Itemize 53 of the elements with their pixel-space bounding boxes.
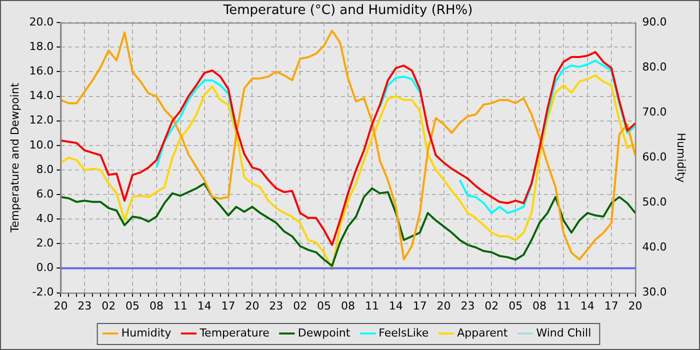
x-tick-label: 02 xyxy=(293,299,308,312)
x-tick-label: 02 xyxy=(102,299,116,312)
x-tick-label: 17 xyxy=(221,299,236,312)
y-tick-label: 12.0 xyxy=(29,114,54,127)
x-tick-label: 11 xyxy=(364,299,379,312)
x-tick-label: 20 xyxy=(436,299,451,312)
y-tick-label: 20.0 xyxy=(29,15,54,28)
y-tick-label: 8.0 xyxy=(36,162,54,176)
y-tick-label: 0.0 xyxy=(36,261,54,274)
chart-title: Temperature (°C) and Humidity (RH%) xyxy=(222,3,473,18)
x-tick-label: 08 xyxy=(532,299,547,312)
y2-tick-label: 80.0 xyxy=(642,60,667,74)
x-tick-label: 20 xyxy=(245,299,260,312)
x-tick-label: 05 xyxy=(126,299,140,312)
y2-axis-title: Humidity xyxy=(674,132,688,184)
x-tick-label: 05 xyxy=(317,299,332,312)
legend-label: Temperature xyxy=(198,326,270,340)
y-tick-label: 6.0 xyxy=(36,187,54,200)
x-tick-label: 20 xyxy=(628,299,642,312)
x-tick-label: 23 xyxy=(460,299,475,312)
x-tick-label: 08 xyxy=(149,299,164,312)
legend-label: Dewpoint xyxy=(298,326,351,340)
legend-label: Humidity xyxy=(121,326,172,340)
y-tick-label: -2.0 xyxy=(32,286,54,299)
y2-tick-label: 90.0 xyxy=(642,15,667,28)
x-tick-label: 14 xyxy=(580,299,594,312)
legend-label: FeelsLike xyxy=(378,326,429,340)
y-tick-label: 16.0 xyxy=(29,64,54,78)
x-tick-label: 14 xyxy=(197,299,212,312)
x-tick-label: 23 xyxy=(269,299,284,312)
x-tick-label: 08 xyxy=(341,299,355,312)
y2-tick-label: 40.0 xyxy=(642,240,667,254)
x-tick-label: 17 xyxy=(412,299,427,312)
x-tick-label: 20 xyxy=(54,299,68,312)
x-tick-label: 11 xyxy=(556,299,570,312)
y2-tick-label: 70.0 xyxy=(642,106,667,119)
y2-tick-label: 60.0 xyxy=(642,150,667,164)
x-tick-label: 17 xyxy=(604,299,618,312)
y-tick-label: 18.0 xyxy=(29,40,54,54)
y-tick-label: 4.0 xyxy=(36,212,54,225)
y-tick-label: 2.0 xyxy=(36,236,54,250)
x-tick-label: 05 xyxy=(508,299,523,312)
x-tick-label: 02 xyxy=(484,299,499,312)
y-tick-label: 14.0 xyxy=(29,89,54,102)
y-tick-label: 10.0 xyxy=(29,138,54,152)
y2-tick-label: 50.0 xyxy=(642,196,667,209)
x-tick-label: 11 xyxy=(173,299,188,312)
legend-label: Wind Chill xyxy=(536,326,592,340)
y-axis-title: Temperature and Dewpoint xyxy=(8,82,22,234)
x-tick-label: 14 xyxy=(388,299,403,312)
y2-tick-label: 30.0 xyxy=(642,286,667,299)
legend-label: Apparent xyxy=(457,326,508,340)
x-tick-label: 23 xyxy=(78,299,92,312)
